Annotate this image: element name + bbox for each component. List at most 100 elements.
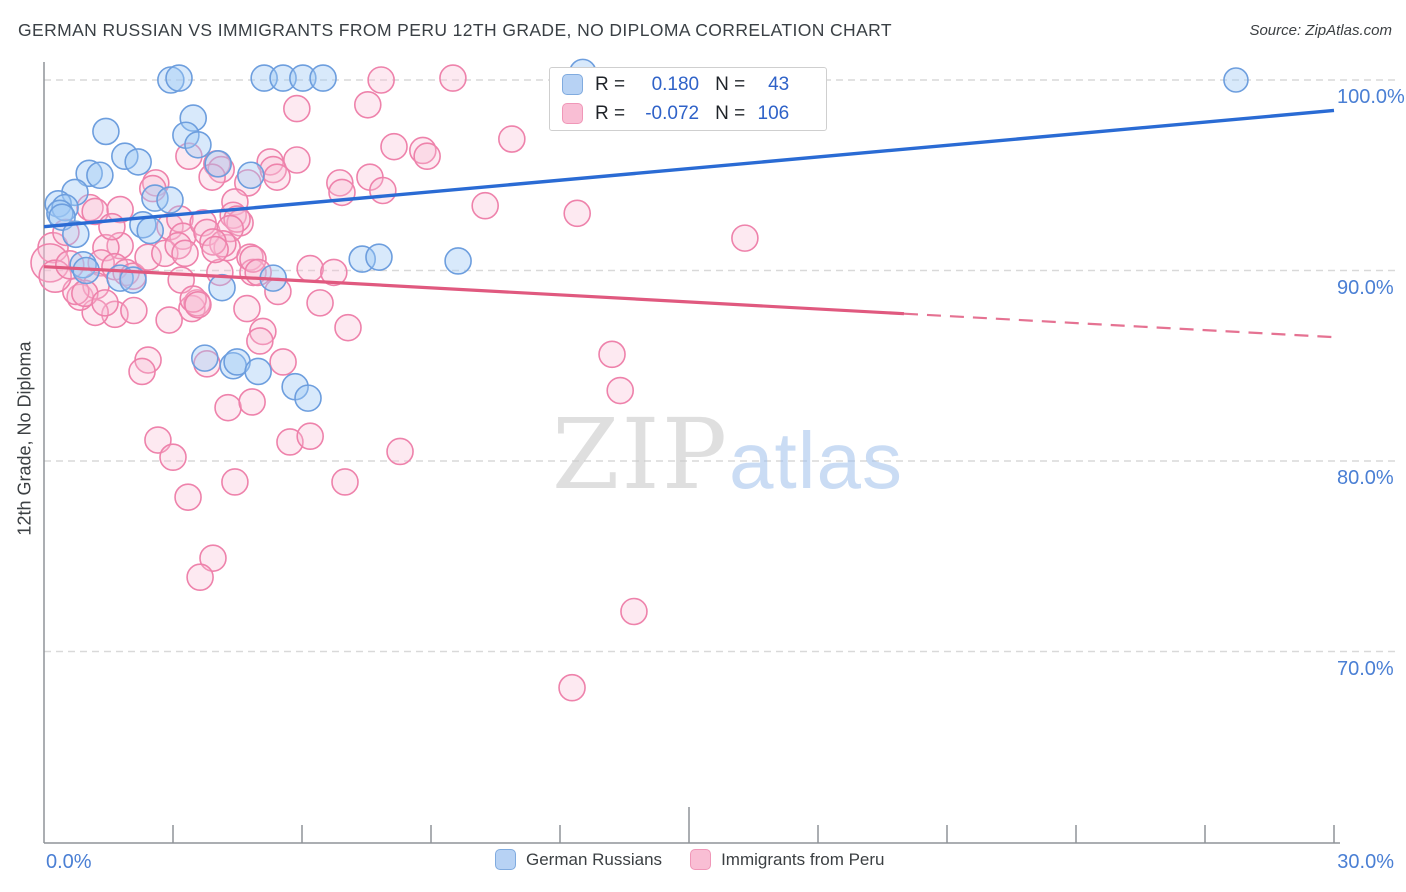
scatter-point-german-russians	[191, 344, 219, 372]
scatter-point-immigrants-from-peru	[30, 243, 70, 283]
scatter-point-immigrants-from-peru	[498, 125, 526, 153]
trend-line-immigrants-from-peru	[43, 265, 905, 316]
x-axis-max-label: 30.0%	[1337, 851, 1394, 873]
scatter-point-immigrants-from-peru	[221, 468, 249, 496]
trend-line-german-russians	[43, 108, 1335, 229]
scatter-point-immigrants-from-peru	[731, 224, 759, 252]
scatter-point-immigrants-from-peru	[558, 673, 586, 702]
scatter-point-immigrants-from-peru	[199, 544, 227, 572]
scatter-point-immigrants-from-peru	[283, 94, 311, 123]
scatter-point-immigrants-from-peru	[620, 597, 648, 626]
scatter-point-immigrants-from-peru	[71, 279, 99, 308]
scatter-point-german-russians	[62, 220, 90, 249]
r-label: R =	[595, 102, 626, 124]
scatter-point-immigrants-from-peru	[296, 254, 324, 283]
scatter-point-immigrants-from-peru	[296, 422, 324, 451]
source-label: Source: ZipAtlas.com	[1249, 22, 1392, 39]
scatter-point-immigrants-from-peru	[214, 393, 242, 422]
scatter-point-immigrants-from-peru	[120, 296, 148, 325]
y-axis-title: 12th Grade, No Diploma	[14, 341, 35, 536]
scatter-point-german-russians	[294, 384, 322, 412]
scatter-point-german-russians	[204, 150, 232, 178]
legend-label: Immigrants from Peru	[721, 849, 885, 869]
scatter-point-immigrants-from-peru	[331, 468, 359, 496]
scatter-point-german-russians	[141, 184, 169, 212]
scatter-point-immigrants-from-peru	[380, 132, 408, 161]
scatter-point-immigrants-from-peru	[369, 176, 397, 205]
scatter-point-immigrants-from-peru	[320, 258, 348, 287]
scatter-point-german-russians	[86, 161, 114, 190]
trend-line-extrapolated-immigrants-from-peru	[903, 312, 1335, 339]
scatter-point-immigrants-from-peru	[439, 64, 467, 92]
scatter-point-german-russians	[124, 148, 152, 176]
y-tick-label-70: 70.0%	[1337, 657, 1394, 680]
scatter-point-immigrants-from-peru	[246, 327, 274, 355]
scatter-point-german-russians	[61, 178, 89, 207]
y-tick-label-90: 90.0%	[1337, 276, 1394, 299]
scatter-point-german-russians	[444, 247, 472, 275]
immigrants-from-peru-legend-swatch	[690, 849, 712, 870]
scatter-point-immigrants-from-peru	[91, 289, 119, 317]
scatter-point-immigrants-from-peru	[134, 243, 162, 271]
n-label: N =	[715, 73, 746, 95]
scatter-point-german-russians	[119, 266, 147, 294]
immigrants-from-peru-swatch	[562, 103, 583, 124]
n-value: 106	[757, 102, 790, 124]
scatter-point-german-russians	[365, 243, 393, 271]
legend-label: German Russians	[526, 849, 663, 869]
scatter-point-immigrants-from-peru	[128, 357, 156, 386]
scatter-point-immigrants-from-peru	[598, 340, 626, 369]
scatter-point-immigrants-from-peru	[171, 239, 199, 268]
page-title: GERMAN RUSSIAN VS IMMIGRANTS FROM PERU 1…	[18, 20, 892, 40]
scatter-point-immigrants-from-peru	[326, 169, 354, 197]
scatter-point-immigrants-from-peru	[201, 235, 229, 264]
scatter-point-immigrants-from-peru	[238, 388, 266, 416]
r-value: 0.180	[651, 73, 700, 95]
r-label: R =	[595, 73, 626, 95]
scatter-point-immigrants-from-peru	[186, 563, 214, 592]
r-value: -0.072	[645, 102, 700, 124]
scatter-point-immigrants-from-peru	[386, 437, 414, 466]
scatter-point-german-russians	[165, 64, 193, 92]
scatter-point-german-russians	[92, 117, 120, 146]
scatter-point-immigrants-from-peru	[269, 348, 297, 376]
scatter-point-german-russians	[136, 216, 165, 245]
scatter-point-german-russians	[289, 64, 317, 92]
series-legend: German Russians Immigrants from Peru	[495, 849, 885, 870]
legend-item-immigrants-from-peru: Immigrants from Peru	[690, 849, 885, 870]
stats-row-immigrants-from-peru: R = -0.072 N = 106	[562, 101, 816, 126]
y-tick-label-80: 80.0%	[1337, 467, 1394, 489]
scatter-point-immigrants-from-peru	[367, 66, 395, 94]
x-axis-min-label: 0.0%	[46, 851, 92, 873]
scatter-point-german-russians	[179, 104, 208, 132]
scatter-point-immigrants-from-peru	[198, 163, 226, 191]
scatter-point-immigrants-from-peru	[563, 199, 592, 228]
stats-row-german-russians: R = 0.180 N = 43	[562, 72, 816, 97]
scatter-point-german-russians	[250, 64, 278, 92]
scatter-point-immigrants-from-peru	[413, 142, 441, 170]
scatter-point-immigrants-from-peru	[353, 90, 382, 119]
scatter-point-german-russians	[111, 142, 139, 170]
scatter-point-german-russians	[75, 159, 103, 188]
scatter-point-german-russians	[156, 186, 184, 214]
scatter-point-immigrants-from-peru	[151, 239, 179, 268]
scatter-point-german-russians	[237, 161, 265, 190]
scatter-point-immigrants-from-peru	[106, 195, 134, 224]
german-russians-swatch	[562, 74, 583, 95]
scatter-point-immigrants-from-peru	[184, 290, 212, 319]
scatter-point-immigrants-from-peru	[159, 443, 187, 471]
correlation-stats-box: R = 0.180 N = 43 R = -0.072 N = 106	[549, 67, 827, 131]
n-value: 43	[768, 73, 790, 95]
scatter-point-german-russians	[1223, 67, 1249, 93]
scatter-point-immigrants-from-peru	[606, 376, 635, 405]
scatter-point-immigrants-from-peru	[259, 155, 287, 184]
scatter-point-german-russians	[208, 273, 236, 302]
scatter-point-german-russians	[184, 130, 212, 159]
scatter-point-immigrants-from-peru	[249, 317, 277, 346]
y-tick-label-100: 100.0%	[1337, 86, 1405, 108]
scatter-point-german-russians	[244, 357, 272, 386]
scatter-point-german-russians	[269, 64, 297, 92]
scatter-point-immigrants-from-peru	[306, 289, 334, 317]
legend-item-german-russians: German Russians	[495, 849, 662, 870]
